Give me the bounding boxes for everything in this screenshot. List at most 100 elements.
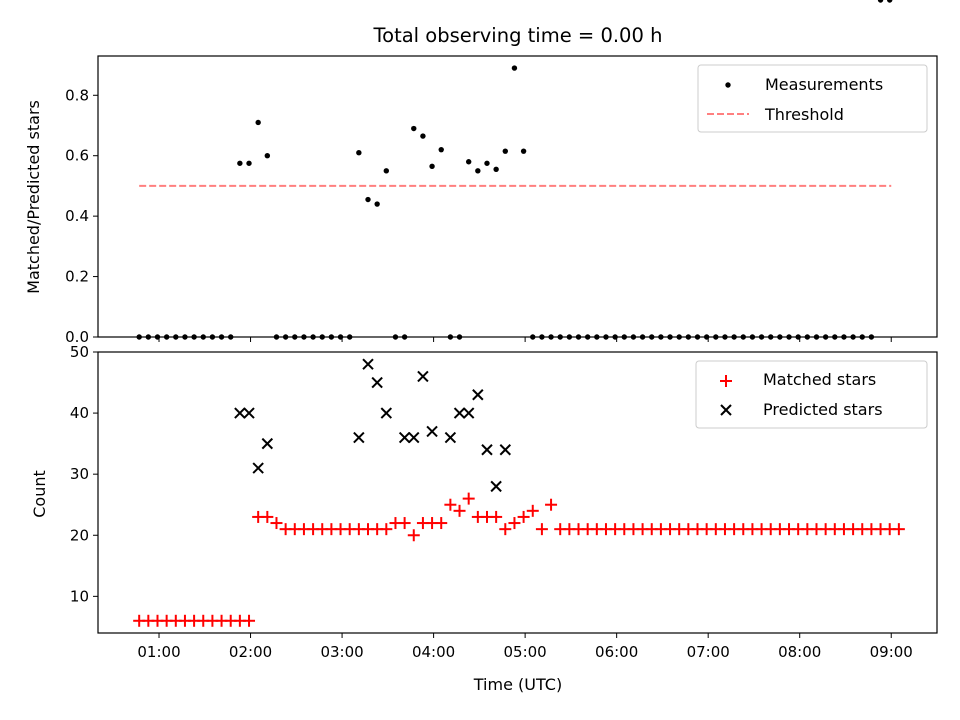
predicted-point <box>426 425 438 438</box>
predicted-point <box>362 358 374 370</box>
x-tick-label: 09:00 <box>870 643 913 661</box>
matched-point <box>517 510 530 523</box>
legend-matched-marker <box>720 375 732 387</box>
predicted-point <box>380 407 393 419</box>
bottom-y-ticks: 10 20 30 40 50 <box>70 343 98 605</box>
x-tick-label: 05:00 <box>504 643 547 661</box>
y-tick-label: 50 <box>70 343 89 361</box>
y-tick-label: 0.0 <box>65 328 89 346</box>
y-tick-label: 40 <box>70 404 89 422</box>
predicted-point <box>243 407 255 419</box>
matched-point <box>435 517 448 530</box>
top-y-axis-label: Matched/Predicted stars <box>24 100 43 294</box>
x-tick-label: 08:00 <box>778 643 821 661</box>
legend-matched-label: Matched stars <box>763 370 876 389</box>
measurement-point <box>255 119 261 126</box>
measurement-point <box>475 168 481 174</box>
measurement-point <box>264 153 271 159</box>
top-panel: 0.0 0.2 0.4 0.6 0.8 Matched/Predicted stars <box>24 0 938 346</box>
top-marks <box>136 0 893 340</box>
bottom-y-axis-label: Count <box>30 470 49 518</box>
predicted-point <box>261 437 274 450</box>
x-tick-label: 06:00 <box>595 643 638 661</box>
measurement-point <box>374 201 380 207</box>
y-tick-label: 20 <box>70 526 89 544</box>
matched-point <box>261 510 274 523</box>
bottom-legend-box <box>695 360 928 429</box>
bottom-axes-frame <box>97 351 938 634</box>
measurement-point <box>365 196 371 203</box>
y-tick-label: 10 <box>70 587 89 605</box>
matched-point <box>892 523 905 536</box>
predicted-point <box>453 407 466 419</box>
x-tick-label: 07:00 <box>687 643 730 661</box>
matched-point <box>526 504 539 517</box>
y-tick-label: 30 <box>70 465 89 483</box>
legend-measurements-marker <box>725 82 731 88</box>
matched-point <box>545 498 558 511</box>
legend-predicted-marker <box>720 404 732 416</box>
x-tick-label: 03:00 <box>320 643 363 661</box>
matched-point <box>508 517 521 530</box>
matched-point <box>380 523 393 536</box>
predicted-point <box>234 407 246 419</box>
legend-predicted-label: Predicted stars <box>763 400 883 419</box>
matched-point <box>407 529 420 542</box>
measurement-point <box>420 133 426 139</box>
measurement-point <box>502 148 508 154</box>
predicted-point <box>353 431 365 444</box>
predicted-point <box>481 444 493 456</box>
top-y-ticks: 0.0 0.2 0.4 0.6 0.8 <box>65 86 98 346</box>
matched-point <box>398 517 411 530</box>
x-tick-label: 04:00 <box>412 643 455 661</box>
x-axis-label: Time (UTC) <box>473 675 562 694</box>
predicted-point <box>499 444 512 456</box>
matched-point <box>444 498 457 511</box>
matched-point <box>499 523 512 536</box>
predicted-point <box>398 431 411 444</box>
bottom-legend: Matched stars Predicted stars <box>695 360 928 429</box>
bottom-panel: 10 20 30 40 50 01:00 02:00 03:00 04:00 05:00 06:0… <box>30 343 938 694</box>
matched-point <box>535 523 548 536</box>
x-tick-label: 02:00 <box>229 643 272 661</box>
legend-threshold-label: Threshold <box>764 105 844 124</box>
measurement-point <box>438 146 444 153</box>
bottom-x-ticks: 01:00 02:00 03:00 04:00 05:00 06:00 07:00 08:00… <box>137 633 913 661</box>
top-legend: Measurements Threshold <box>697 64 928 133</box>
y-tick-label: 0.8 <box>65 86 89 104</box>
y-tick-label: 0.2 <box>65 268 89 286</box>
predicted-point <box>252 462 264 474</box>
matched-point <box>243 614 256 627</box>
measurement-point <box>465 159 472 165</box>
x-tick-label: 01:00 <box>137 643 180 661</box>
measurement-point <box>520 148 527 154</box>
matched-point <box>490 510 503 523</box>
predicted-point <box>408 431 420 444</box>
top-axes-frame <box>97 55 938 338</box>
measurement-point <box>511 65 518 71</box>
measurement-point <box>877 0 884 3</box>
chart-title: Total observing time = 0.00 h <box>373 24 663 47</box>
predicted-point <box>371 376 383 389</box>
measurement-point <box>887 0 893 3</box>
measurement-point <box>356 149 362 156</box>
matched-point <box>462 492 475 505</box>
legend-measurements-label: Measurements <box>765 75 883 94</box>
measurement-point <box>383 168 390 174</box>
predicted-point <box>462 407 475 419</box>
measurement-point <box>246 160 252 166</box>
top-legend-box <box>697 64 928 133</box>
y-tick-label: 0.6 <box>65 147 89 165</box>
y-tick-label: 0.4 <box>65 207 89 225</box>
predicted-point <box>490 480 502 493</box>
matched-point <box>453 504 466 517</box>
measurement-point <box>429 163 435 169</box>
predicted-point <box>472 389 484 401</box>
measurement-point <box>493 166 499 173</box>
predicted-point <box>417 370 429 383</box>
predicted-point <box>444 431 457 444</box>
measurement-point <box>411 125 417 132</box>
bottom-marks <box>133 358 905 627</box>
measurement-point <box>484 160 490 166</box>
